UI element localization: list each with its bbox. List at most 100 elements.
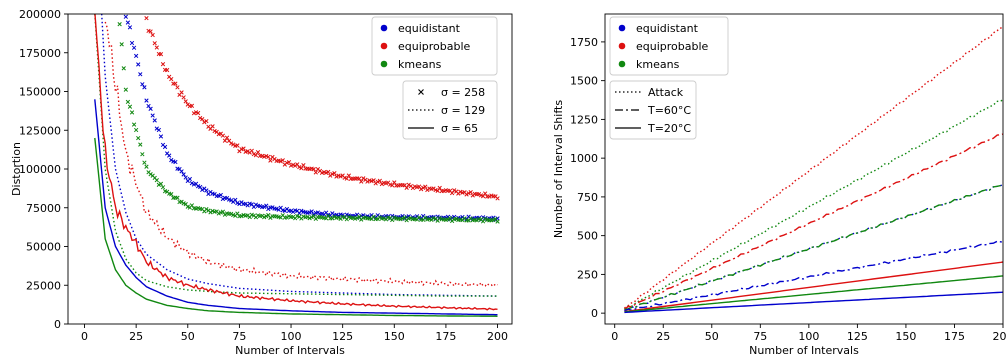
x-marker — [228, 211, 234, 217]
y-tick-label: 50000 — [26, 241, 61, 254]
x-marker — [142, 160, 147, 165]
x-tick-label: 25 — [129, 330, 143, 343]
x-marker — [179, 90, 184, 95]
x-marker — [183, 99, 188, 104]
x-marker — [400, 216, 405, 221]
y-tick-label: 1500 — [570, 75, 598, 88]
x-marker — [495, 219, 500, 224]
legend-label: σ = 65 — [441, 122, 478, 135]
x-marker — [169, 76, 174, 82]
x-marker — [377, 178, 382, 183]
x-marker — [164, 67, 170, 73]
x-marker — [189, 103, 195, 108]
legend-label: Attack — [648, 86, 684, 99]
x-marker — [198, 115, 203, 121]
chart-2: 0 25 50 75 100 125 150 175 200 0 250 500 750 1000 1250… — [552, 13, 1007, 357]
x-marker — [445, 217, 451, 222]
x-marker — [346, 173, 352, 178]
legend-label-equidistant: equidistant — [398, 22, 461, 35]
series-kmeans-4 — [624, 183, 1003, 311]
x-marker — [301, 162, 306, 168]
x-marker — [200, 187, 205, 193]
x-marker — [336, 215, 341, 220]
x-marker — [375, 179, 380, 184]
x-tick-label: 75 — [232, 330, 246, 343]
x-marker — [158, 181, 164, 186]
legend-marker-equidistant — [618, 24, 626, 32]
x-marker — [220, 209, 226, 214]
series-kmeans-8 — [94, 137, 498, 317]
x-marker — [181, 95, 186, 100]
x-marker — [131, 122, 137, 127]
x-marker — [379, 181, 385, 187]
x-marker — [152, 41, 157, 46]
x-marker — [344, 176, 349, 181]
x-marker — [359, 179, 364, 184]
legend-label-equidistant: equidistant — [636, 22, 699, 35]
chart-1: 0 25 50 75 100 125 150 175 200 0 25000 50000 75000 10… — [10, 8, 513, 357]
x-marker — [309, 215, 314, 220]
x-marker — [156, 127, 162, 133]
x-marker — [268, 158, 273, 163]
x-marker — [136, 62, 141, 67]
series-equiprobable-0 — [624, 26, 1003, 309]
x-marker — [476, 192, 482, 197]
x-marker — [140, 152, 145, 157]
x-marker — [148, 29, 153, 34]
x-marker — [452, 188, 457, 193]
x-marker — [142, 85, 147, 90]
x-marker — [423, 184, 428, 189]
x-marker — [305, 214, 310, 220]
legend-label: T=20°C — [647, 122, 691, 135]
axes-frame — [604, 13, 1004, 325]
legend-marker-kmeans — [618, 60, 626, 68]
series-equiprobable-3 — [623, 133, 1003, 310]
x-marker — [264, 214, 269, 219]
x-marker — [299, 208, 304, 213]
x-tick-label: 200 — [993, 330, 1007, 343]
x-marker — [140, 82, 145, 87]
x-marker — [204, 118, 209, 124]
x-marker — [204, 188, 209, 193]
x-marker — [357, 176, 362, 181]
x-marker — [253, 202, 259, 207]
legend-styles: Attack T=60°C T=20°C — [609, 80, 697, 140]
x-marker — [173, 81, 178, 86]
x-marker — [218, 192, 223, 198]
x-marker — [144, 98, 149, 103]
x-marker — [228, 141, 234, 146]
x-marker — [231, 142, 236, 147]
legend-label-equiprobable: equiprobable — [398, 40, 471, 53]
series-equidistant-3 — [100, 14, 498, 297]
x-marker — [307, 210, 312, 215]
y-tick-label: 0 — [591, 307, 598, 320]
y-tick-label: 25000 — [26, 279, 61, 292]
x-marker — [392, 180, 397, 185]
x-tick-label: 100 — [798, 330, 819, 343]
x-marker — [241, 146, 246, 151]
x-marker — [255, 150, 261, 155]
x-marker — [136, 135, 141, 141]
y-tick-label: 750 — [577, 191, 598, 204]
legend-label: σ = 129 — [441, 104, 485, 117]
y-tick-label: 200000 — [19, 8, 61, 21]
y-tick-label: 175000 — [19, 47, 61, 60]
y-axis-label: Distortion — [10, 142, 23, 196]
x-tick-label: 0 — [81, 330, 88, 343]
y-tick-label: 250 — [577, 268, 598, 281]
x-marker — [181, 172, 186, 177]
x-marker — [173, 159, 178, 165]
x-marker — [123, 14, 128, 19]
x-marker — [144, 164, 149, 169]
x-tick-label: 150 — [895, 330, 916, 343]
legend-label: T=60°C — [647, 104, 691, 117]
legend-methods: equidistant equiprobable kmeans — [609, 16, 729, 76]
y-axis-label: Number of Interval Shifts — [552, 100, 565, 238]
x-marker — [224, 135, 230, 140]
x-marker — [191, 111, 197, 116]
x-tick-label: 100 — [281, 330, 302, 343]
y-tick-label: 75000 — [26, 202, 61, 215]
x-marker — [187, 176, 192, 182]
x-marker — [198, 184, 203, 190]
y-tick-label: 500 — [577, 230, 598, 243]
